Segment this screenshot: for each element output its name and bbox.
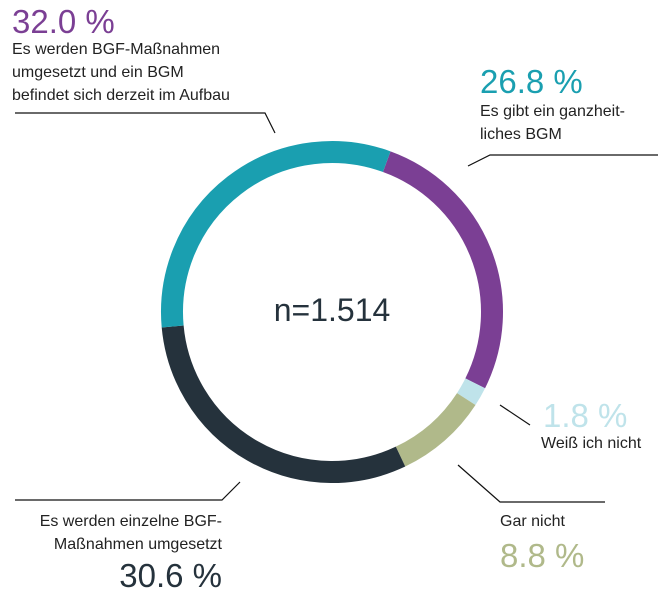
leader-line <box>15 481 241 501</box>
value-label: 32.0 % <box>12 3 115 40</box>
donut-segment <box>382 151 503 389</box>
leader-line <box>15 112 276 134</box>
donut-segment <box>161 141 391 328</box>
leader-lines <box>15 112 658 503</box>
leader-line <box>467 154 658 167</box>
value-label: 1.8 % <box>543 397 628 434</box>
value-label: 8.8 % <box>500 537 585 574</box>
leader-line <box>499 404 531 426</box>
category-label: Es werden einzelne BGF- Maßnahmen umgese… <box>39 513 222 553</box>
category-label: Es werden BGF-Maßnahmen umgesetzt und ei… <box>12 41 230 104</box>
value-label: 30.6 % <box>119 557 222 592</box>
leader-line <box>457 464 605 503</box>
donut-segment <box>395 392 476 467</box>
center-label: n=1.514 <box>273 292 391 328</box>
donut-segment <box>456 378 486 406</box>
category-label: Weiß ich nicht <box>541 435 642 452</box>
category-label: Es gibt ein ganzheit- liches BGM <box>480 103 625 143</box>
donut-segment <box>161 325 406 483</box>
category-label: Gar nicht <box>500 513 565 530</box>
value-label: 26.8 % <box>480 63 583 100</box>
